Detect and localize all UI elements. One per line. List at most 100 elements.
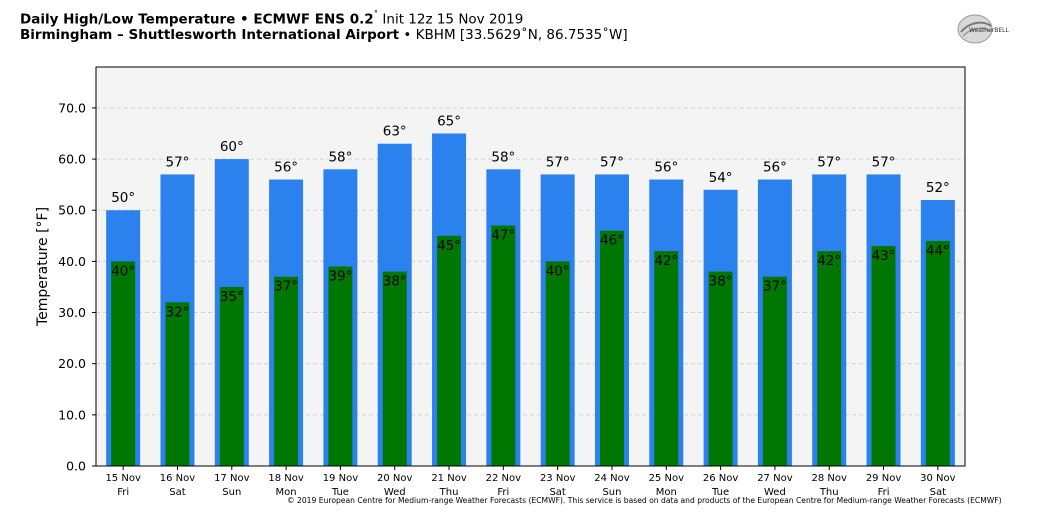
x-tick-weekday: Tue (711, 487, 729, 498)
x-tick-weekday: Wed (764, 487, 786, 498)
low-temp-label: 45° (437, 238, 461, 254)
high-temp-label: 56° (274, 160, 298, 176)
low-temp-label: 37° (274, 279, 298, 295)
x-tick-weekday: Sat (930, 487, 946, 498)
low-temp-bar (925, 240, 950, 466)
x-tick-weekday: Mon (276, 487, 297, 498)
low-temp-label: 47° (491, 228, 515, 244)
high-temp-label: 52° (926, 180, 950, 196)
x-tick-weekday: Fri (878, 487, 890, 498)
low-temp-label: 42° (817, 253, 841, 269)
low-temp-label: 42° (654, 253, 678, 269)
y-axis-label: Temperature [°F] (35, 207, 51, 327)
x-tick-date: 27 Nov (757, 473, 793, 484)
high-temp-label: 60° (220, 139, 244, 155)
low-temp-bar (599, 230, 624, 466)
low-temp-bar (654, 251, 679, 466)
high-temp-label: 65° (437, 114, 461, 130)
y-tick-label: 50.0 (58, 203, 86, 218)
x-tick-weekday: Sat (549, 487, 565, 498)
low-temp-bar (762, 276, 787, 466)
low-temp-bar (111, 261, 136, 466)
copyright-footer: © 2019 European Centre for Medium-range … (287, 496, 1002, 505)
x-tick-weekday: Sat (169, 487, 185, 498)
low-temp-bar (491, 225, 516, 466)
low-temp-label: 43° (872, 248, 896, 264)
x-tick-date: 25 Nov (649, 473, 685, 484)
y-tick-label: 40.0 (58, 254, 86, 269)
low-temp-label: 38° (709, 274, 733, 290)
low-temp-bar (545, 261, 570, 466)
low-temp-label: 38° (383, 274, 407, 290)
x-tick-weekday: Fri (497, 487, 509, 498)
y-tick-label: 70.0 (58, 100, 86, 115)
x-tick-date: 26 Nov (703, 473, 739, 484)
x-tick-date: 23 Nov (540, 473, 576, 484)
low-temp-bar (274, 276, 299, 466)
x-tick-date: 29 Nov (866, 473, 902, 484)
x-tick-weekday: Tue (331, 487, 349, 498)
high-temp-label: 58° (491, 149, 515, 165)
y-tick-label: 10.0 (58, 407, 86, 422)
low-temp-bar (817, 251, 842, 466)
high-temp-label: 50° (111, 190, 135, 206)
low-temp-label: 40° (111, 263, 135, 279)
x-tick-date: 19 Nov (323, 473, 359, 484)
low-temp-bar (382, 271, 407, 466)
weatherbell-logo-icon: WeatherBELL (955, 12, 1019, 46)
x-tick-weekday: Wed (384, 487, 406, 498)
high-temp-label: 57° (166, 154, 190, 170)
low-temp-bar (871, 246, 896, 466)
low-temp-bar (328, 266, 353, 466)
high-temp-label: 56° (763, 160, 787, 176)
high-temp-label: 56° (654, 160, 678, 176)
low-temp-bar (708, 271, 733, 466)
x-tick-date: 17 Nov (214, 473, 250, 484)
low-temp-label: 32° (166, 304, 190, 320)
title-line-2: Birmingham – Shuttlesworth International… (20, 26, 628, 43)
high-temp-label: 57° (546, 154, 570, 170)
high-temp-label: 57° (600, 154, 624, 170)
x-tick-date: 16 Nov (160, 473, 196, 484)
title-init: Init 12z 15 Nov 2019 (378, 11, 524, 28)
logo-text: WeatherBELL (969, 27, 1010, 34)
y-tick-label: 20.0 (58, 356, 86, 371)
low-temp-label: 35° (220, 289, 244, 305)
low-temp-bar (219, 286, 244, 466)
x-tick-date: 15 Nov (105, 473, 141, 484)
title-line-1: Daily High/Low Temperature • ECMWF ENS 0… (20, 9, 628, 28)
x-tick-weekday: Sun (602, 487, 621, 498)
y-tick-label: 60.0 (58, 152, 86, 167)
x-tick-weekday: Thu (439, 487, 459, 498)
high-temp-label: 58° (328, 149, 352, 165)
title-station: Birmingham – Shuttlesworth International… (20, 26, 400, 43)
low-temp-bar (437, 235, 462, 466)
x-tick-date: 20 Nov (377, 473, 413, 484)
x-tick-date: 24 Nov (594, 473, 630, 484)
x-tick-weekday: Sun (222, 487, 241, 498)
x-tick-date: 18 Nov (268, 473, 304, 484)
low-temp-label: 37° (763, 279, 787, 295)
x-tick-date: 22 Nov (486, 473, 522, 484)
high-temp-label: 57° (872, 154, 896, 170)
x-tick-weekday: Mon (656, 487, 677, 498)
high-temp-label: 54° (709, 170, 733, 186)
low-temp-label: 39° (328, 269, 352, 285)
y-tick-label: 30.0 (58, 305, 86, 320)
x-tick-date: 21 Nov (431, 473, 467, 484)
title-coords: • KBHM [33.5629˚N, 86.7535˚W] (399, 26, 628, 43)
high-temp-label: 57° (817, 154, 841, 170)
low-temp-bar (165, 302, 190, 466)
low-temp-label: 46° (600, 233, 624, 249)
chart-title: Daily High/Low Temperature • ECMWF ENS 0… (20, 9, 628, 43)
x-tick-weekday: Fri (117, 487, 129, 498)
title-main: Daily High/Low Temperature • ECMWF ENS 0… (20, 11, 374, 28)
x-tick-date: 28 Nov (812, 473, 848, 484)
low-temp-label: 44° (926, 243, 950, 259)
low-temp-label: 40° (546, 263, 570, 279)
y-tick-label: 0.0 (66, 459, 86, 474)
high-temp-label: 63° (383, 124, 407, 140)
plot-frame (95, 66, 966, 467)
x-tick-weekday: Thu (819, 487, 839, 498)
